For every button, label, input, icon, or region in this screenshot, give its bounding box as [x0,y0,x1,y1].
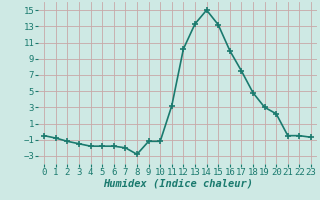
X-axis label: Humidex (Indice chaleur): Humidex (Indice chaleur) [103,179,252,189]
